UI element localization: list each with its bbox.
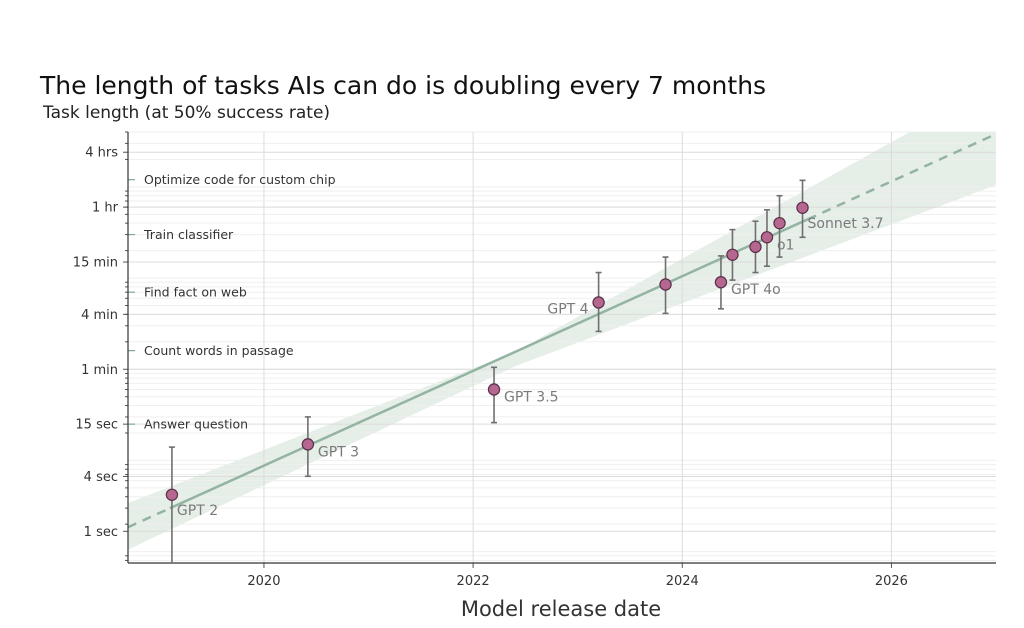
data-point-label: GPT 2 — [177, 503, 218, 519]
x-tick-label: 2026 — [875, 574, 908, 589]
x-axis-label: Model release date — [461, 597, 661, 621]
data-point — [301, 438, 315, 451]
y-tick-label: 4 hrs — [85, 146, 118, 161]
x-tick-label: 2020 — [247, 574, 280, 589]
data-point — [796, 201, 809, 214]
data-point — [760, 231, 774, 244]
data-point-label: o1 — [777, 237, 794, 253]
y-tick-label: 15 sec — [75, 418, 118, 433]
trend-line-dashed — [128, 507, 171, 529]
data-point — [487, 383, 501, 396]
x-tick-label: 2022 — [457, 574, 490, 589]
data-point — [165, 488, 179, 501]
data-point — [773, 216, 786, 230]
y-tick-label: 4 sec — [84, 470, 118, 485]
data-point-label: GPT 4o — [731, 282, 781, 298]
task-example-label: Count words in passage — [144, 343, 294, 358]
y-tick-label: 1 hr — [92, 201, 119, 216]
data-point-label: Sonnet 3.7 — [808, 216, 884, 232]
trend-line-dashed — [807, 132, 996, 221]
data-point — [726, 248, 739, 261]
y-tick-label: 4 min — [81, 308, 118, 323]
task-example-label: Find fact on web — [144, 285, 247, 300]
y-tick-label: 1 min — [81, 363, 118, 378]
x-tick-label: 2024 — [666, 574, 699, 589]
chart-title: The length of tasks AIs can do is doubli… — [39, 71, 766, 100]
axes-layer: 4 hrs 1 hr 15 min 4 min 1 min 15 sec 4 sec 1 se… — [73, 131, 996, 589]
y-tick-label: 1 sec — [84, 525, 118, 540]
data-point — [749, 240, 762, 254]
data-point — [592, 296, 605, 309]
data-point-label: GPT 3 — [318, 444, 359, 460]
grid-layer — [128, 131, 996, 563]
data-points-layer: GPT 2 GPT 3 GPT 3.5 GPT 4 GPT 4o o1 Sonnet 3.7 — [165, 179, 884, 563]
data-point — [714, 276, 728, 289]
data-point-label: GPT 4 — [547, 301, 588, 317]
trend-line-solid — [169, 218, 809, 510]
trend-line-layer — [128, 132, 996, 529]
y-axis-label: Task length (at 50% success rate) — [42, 103, 330, 123]
task-example-label: Optimize code for custom chip — [144, 172, 336, 187]
data-point-label: GPT 3.5 — [504, 389, 559, 405]
data-point — [659, 278, 672, 291]
y-tick-label: 15 min — [73, 256, 118, 271]
task-example-label: Train classifier — [143, 227, 234, 242]
task-example-label: Answer question — [144, 417, 248, 432]
task-examples-layer: Optimize code for custom chip Train class… — [128, 172, 336, 432]
